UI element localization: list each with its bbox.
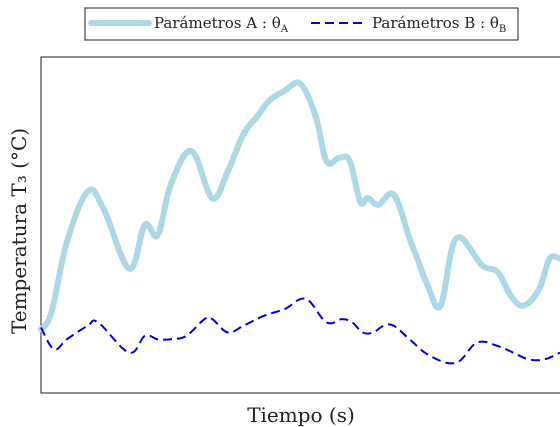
legend-label-b-subscript: B [499,24,506,35]
legend: Parámetros A : θA Parámetros B : θB [84,7,519,41]
x-axis-label: Tiempo (s) [247,403,355,427]
series-line-a [38,79,560,333]
series-line-b [40,297,560,365]
y-axis-label: Temperatura T₃ (°C) [7,128,31,334]
legend-frame [84,7,519,41]
legend-label-a-subscript: A [280,24,289,35]
legend-label-b: Parámetros B : θB [372,14,506,35]
legend-label-a: Parámetros A : θA [154,14,289,35]
plot-frame [40,56,560,394]
